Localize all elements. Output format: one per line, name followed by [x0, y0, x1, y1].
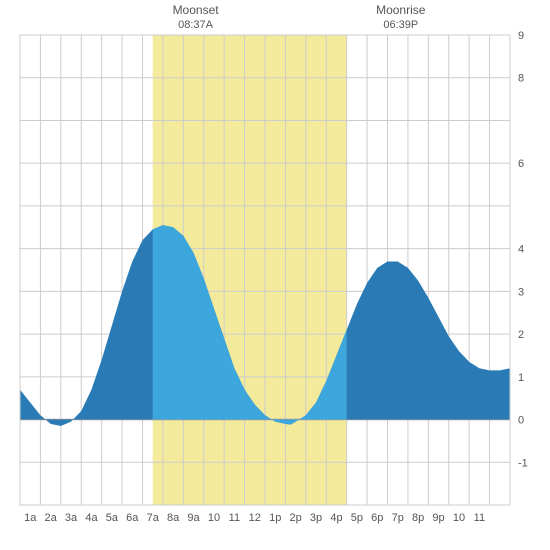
x-tick-label: 4a	[85, 512, 98, 524]
tide-chart: -1012346891a2a3a4a5a6a7a8a9a1011121p2p3p…	[0, 0, 550, 550]
x-tick-label: 4p	[330, 512, 342, 524]
event-label: Moonrise	[376, 3, 426, 17]
x-tick-label: 5p	[351, 512, 363, 524]
x-tick-label: 3p	[310, 512, 322, 524]
x-tick-label: 3a	[65, 512, 78, 524]
x-tick-label: 9a	[187, 512, 200, 524]
y-tick-label: 6	[518, 158, 524, 170]
y-tick-label: 0	[518, 415, 524, 427]
x-tick-label: 1p	[269, 512, 281, 524]
event-time: 08:37A	[178, 19, 214, 31]
chart-svg: -1012346891a2a3a4a5a6a7a8a9a1011121p2p3p…	[0, 0, 550, 550]
x-tick-label: 7a	[147, 512, 160, 524]
event-label: Moonset	[173, 3, 220, 17]
x-tick-label: 10	[208, 512, 220, 524]
x-tick-label: 2p	[290, 512, 302, 524]
x-tick-label: 6a	[126, 512, 139, 524]
x-tick-label: 9p	[432, 512, 444, 524]
y-tick-label: 3	[518, 286, 524, 298]
x-tick-label: 12	[249, 512, 261, 524]
x-tick-label: 7p	[392, 512, 404, 524]
y-tick-label: -1	[518, 457, 528, 469]
x-tick-label: 11	[229, 512, 240, 524]
y-tick-label: 1	[518, 372, 524, 384]
y-tick-label: 2	[518, 329, 524, 341]
y-tick-label: 8	[518, 73, 524, 85]
x-tick-label: 8a	[167, 512, 180, 524]
x-tick-label: 10	[453, 512, 465, 524]
event-time: 06:39P	[383, 19, 418, 31]
x-tick-label: 1a	[24, 512, 37, 524]
y-tick-label: 4	[518, 244, 524, 256]
x-tick-label: 11	[474, 512, 485, 524]
x-tick-label: 6p	[371, 512, 383, 524]
y-tick-label: 9	[518, 30, 524, 42]
x-tick-label: 2a	[45, 512, 58, 524]
x-tick-label: 8p	[412, 512, 424, 524]
x-tick-label: 5a	[106, 512, 119, 524]
